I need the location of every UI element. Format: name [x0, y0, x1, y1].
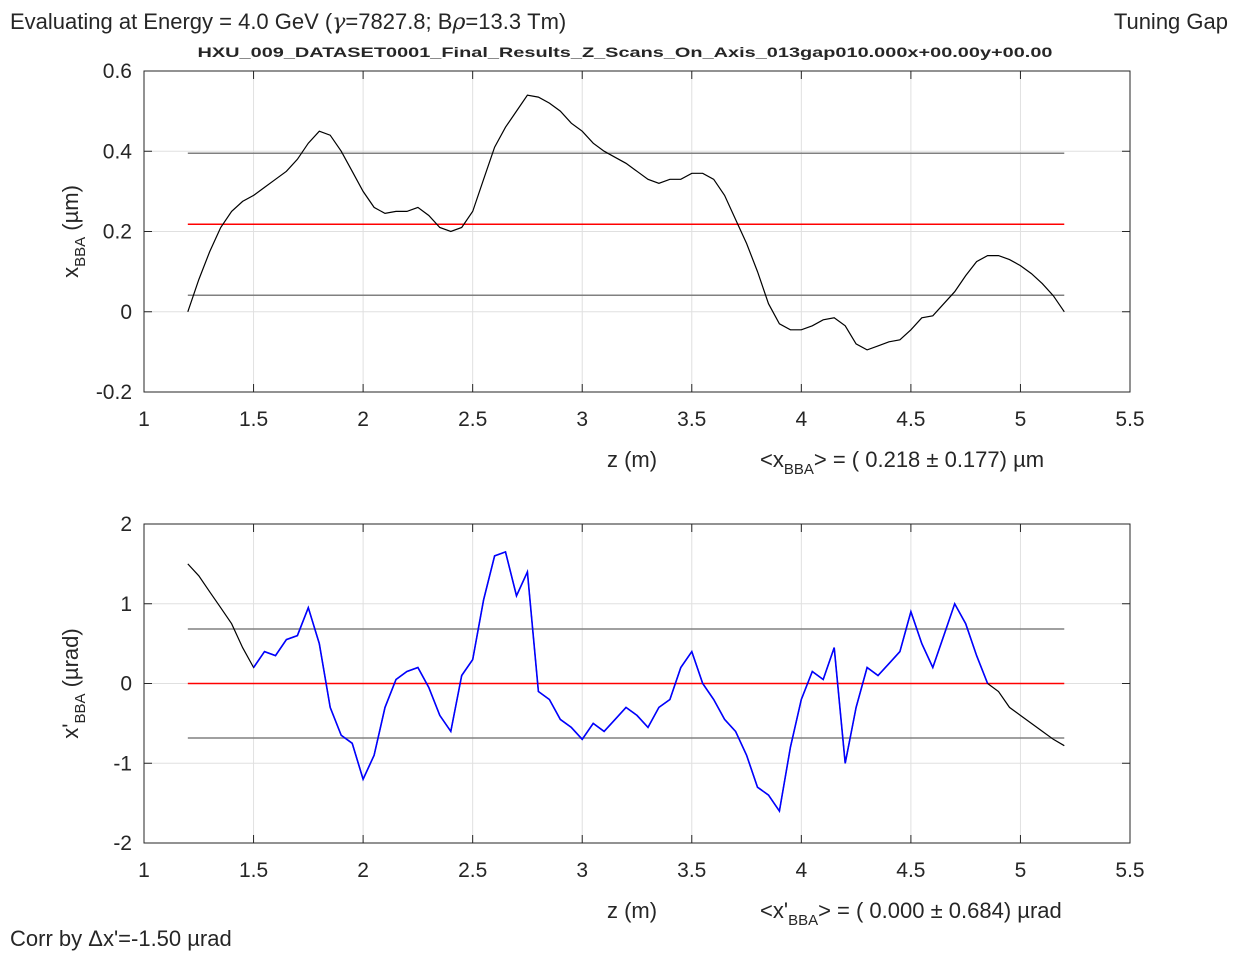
x-bba-x-tick-label: 4.5 — [896, 408, 925, 431]
x-bba-series — [187, 94, 1065, 351]
x-bba-x-tick-label: 2.5 — [458, 408, 487, 431]
x-prime-bba-y-tick-label: -2 — [113, 832, 132, 855]
x-prime-bba-measured-trace — [252, 550, 989, 814]
x-prime-bba-x-ticks: 1 1.5 2 2.5 3 3.5 4 4.5 5 5.5 — [138, 524, 1145, 882]
x-prime-bba-x-tick-label: 1.5 — [239, 859, 268, 882]
dataset-title: HXU_009_DATASET0001_Final_Results_Z_Scan… — [198, 44, 1053, 60]
x-bba-reference-lines — [187, 152, 1065, 297]
x-prime-bba-y-ticks: -2 -1 0 1 2 — [113, 513, 1130, 855]
x-prime-bba-series — [187, 550, 1065, 814]
x-prime-bba-x-tick-label: 5 — [1015, 859, 1027, 882]
x-bba-x-tick-label: 3 — [576, 408, 588, 431]
x-bba-panel: 1 1.5 2 2.5 3 3.5 4 4.5 5 5.5 -0.2 0 0.2 0.4 0.6 z (m… — [58, 60, 1145, 478]
x-prime-bba-x-axis-label: z (m) — [607, 898, 657, 923]
correction-note: Corr by Δx'=-1.50 µrad — [10, 926, 232, 951]
x-prime-bba-x-tick-label: 2 — [357, 859, 369, 882]
x-bba-y-axis-label: xBBA (µm) — [58, 185, 89, 278]
x-prime-bba-y-axis-label: x'BBA (µrad) — [58, 628, 89, 738]
x-bba-x-tick-label: 3.5 — [677, 408, 706, 431]
x-bba-mean-annotation: <xBBA> = ( 0.218 ± 0.177) µm — [760, 447, 1044, 478]
mode-label: Tuning Gap — [1114, 9, 1228, 34]
x-bba-x-axis-label: z (m) — [607, 447, 657, 472]
energy-header: Evaluating at Energy = 4.0 GeV (γ=7827.8… — [10, 9, 566, 35]
x-bba-x-tick-label: 1.5 — [239, 408, 268, 431]
x-bba-trace — [187, 94, 1065, 351]
x-prime-bba-x-tick-label: 2.5 — [458, 859, 487, 882]
x-bba-y-tick-label: -0.2 — [96, 381, 132, 404]
x-bba-x-tick-label: 5 — [1015, 408, 1027, 431]
x-prime-bba-mean-annotation: <x'BBA> = ( 0.000 ± 0.684) µrad — [760, 898, 1062, 929]
x-prime-bba-y-tick-label: 2 — [120, 513, 132, 536]
x-prime-bba-trace — [187, 551, 1065, 813]
x-bba-x-tick-label: 4 — [795, 408, 807, 431]
x-prime-bba-x-tick-label: 3 — [576, 859, 588, 882]
x-prime-bba-reference-lines — [187, 628, 1065, 739]
x-bba-x-tick-label: 5.5 — [1115, 408, 1144, 431]
x-bba-x-tick-label: 2 — [357, 408, 369, 431]
x-prime-bba-y-tick-label: 0 — [120, 673, 132, 696]
x-bba-x-ticks: 1 1.5 2 2.5 3 3.5 4 4.5 5 5.5 — [138, 71, 1145, 431]
x-bba-y-tick-label: 0.2 — [103, 221, 132, 244]
x-prime-bba-x-tick-label: 4.5 — [896, 859, 925, 882]
x-prime-bba-panel: 1 1.5 2 2.5 3 3.5 4 4.5 5 5.5 -2 -1 0 1 2 z (m) x'BBA… — [58, 513, 1145, 929]
x-bba-y-tick-label: 0 — [120, 301, 132, 324]
x-prime-bba-x-tick-label: 4 — [795, 859, 807, 882]
x-prime-bba-x-tick-label: 1 — [138, 859, 150, 882]
x-prime-bba-y-tick-label: 1 — [120, 593, 132, 616]
x-prime-bba-y-tick-label: -1 — [113, 752, 132, 775]
x-bba-y-tick-label: 0.6 — [103, 60, 132, 83]
x-prime-bba-x-tick-label: 5.5 — [1115, 859, 1144, 882]
x-bba-grid — [143, 70, 1131, 393]
x-prime-bba-x-tick-label: 3.5 — [677, 859, 706, 882]
x-bba-x-tick-label: 1 — [138, 408, 150, 431]
x-bba-y-ticks: -0.2 0 0.2 0.4 0.6 — [96, 60, 1130, 404]
x-bba-y-tick-label: 0.4 — [103, 140, 133, 163]
